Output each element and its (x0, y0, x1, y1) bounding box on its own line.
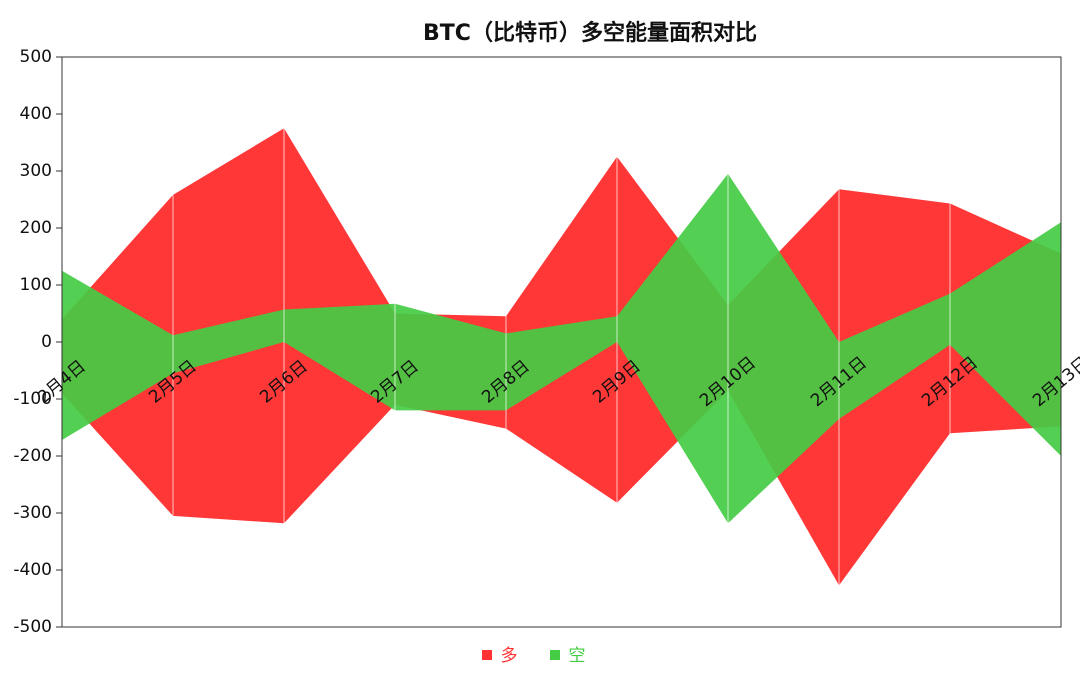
y-tick-label: -200 (13, 446, 52, 466)
y-tick-label: 500 (20, 47, 52, 67)
legend-swatch (550, 650, 560, 660)
legend-label: 空 (569, 646, 586, 666)
y-tick-label: 300 (20, 161, 52, 181)
y-tick-label: 0 (41, 332, 52, 352)
chart-title: BTC（比特币）多空能量面积对比 (423, 20, 757, 46)
area-band (62, 173, 1061, 524)
y-tick-label: 200 (20, 218, 52, 238)
legend-label: 多 (501, 646, 518, 666)
y-tick-label: -100 (13, 389, 52, 409)
y-tick-label: 400 (20, 104, 52, 124)
legend-swatch (482, 650, 492, 660)
y-tick-label: -400 (13, 560, 52, 580)
y-tick-label: -500 (13, 617, 52, 637)
y-tick-label: 100 (20, 275, 52, 295)
y-tick-label: -300 (13, 503, 52, 523)
